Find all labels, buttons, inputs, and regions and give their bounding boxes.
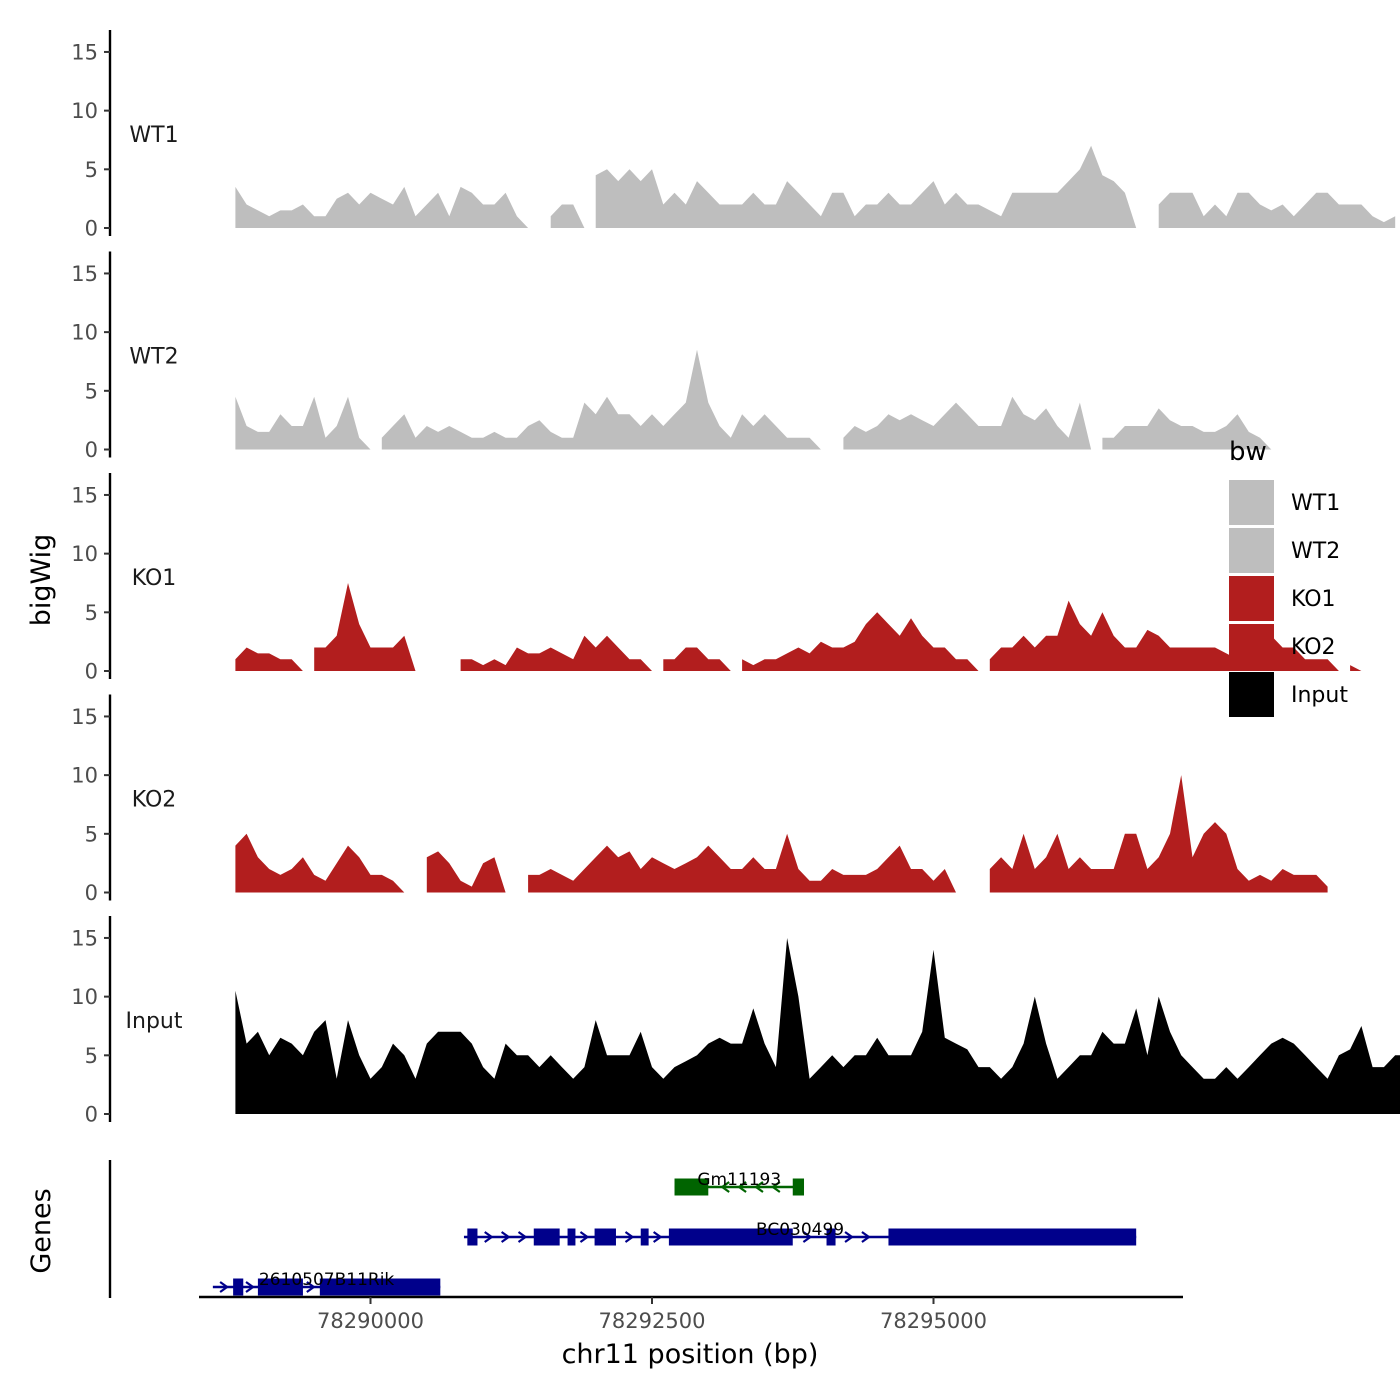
y-tick-label-ko1-5: 5 [85,601,98,625]
strand-arrow-bc030499-2 [517,1231,528,1243]
track-label-ko1: KO1 [132,566,177,591]
signal-area-input [235,938,1400,1114]
strand-arrow-bc030499-4 [624,1231,635,1243]
exon-gm11193-0 [674,1178,709,1196]
exon-2610507b11rik-2 [319,1278,441,1296]
strand-arrow-bc030499-5 [652,1231,663,1243]
strand-arrow-2610507b11rik-0 [219,1281,230,1293]
strand-arrow-bc030499-1 [500,1231,511,1243]
y-tick-label-input-10: 10 [71,985,98,1009]
track-label-wt1: WT1 [129,123,178,148]
exon-gm11193-1 [792,1178,805,1196]
signal-area-wt1 [235,145,1396,228]
x-tick-label-78295000: 78295000 [880,1309,987,1333]
exon-bc030499-0 [467,1228,478,1246]
legend-label-ko2: KO2 [1291,635,1336,660]
strand-arrow-bc030499-7 [844,1231,854,1243]
strand-arrow-gm11193-2 [754,1181,764,1193]
y-axis-title: bigWig [26,534,57,627]
signal-area-ko1 [235,583,1362,671]
y-tick-label-ko2-10: 10 [71,764,98,788]
track-wt1: 0 5 10 15 WT1 [71,30,1396,241]
y-tick-label-wt1-0: 0 [85,217,98,241]
legend-label-wt2: WT2 [1291,539,1340,564]
x-tick-label-78292500: 78292500 [599,1309,706,1333]
y-tick-label-wt2-15: 15 [71,262,98,286]
exon-bc030499-7 [888,1228,1137,1246]
gene-2610507b11rik: 2610507B11Rik [212,1270,441,1296]
y-tick-label-ko1-10: 10 [71,542,98,566]
y-tick-label-wt2-5: 5 [85,379,98,403]
gene-gm11193: Gm11193 [674,1170,805,1196]
legend-label-ko1: KO1 [1291,587,1336,612]
strand-arrow-bc030499-0 [484,1231,494,1243]
y-tick-label-ko1-0: 0 [85,660,98,684]
track-label-ko2: KO2 [132,788,177,813]
gene-label-bc030499: BC030499 [756,1220,844,1240]
y-tick-label-wt1-5: 5 [85,158,98,182]
track-ko1: 0 5 10 15 KO1 [71,473,1362,684]
legend-swatch-input [1229,672,1274,717]
signal-area-wt2 [235,349,1272,450]
x-axis: 78290000 78292500 78295000 [199,1295,1183,1333]
track-wt2: 0 5 10 15 WT2 [71,251,1272,462]
exon-bc030499-3 [594,1228,616,1246]
strand-arrow-bc030499-8 [861,1231,871,1243]
legend-label-wt1: WT1 [1291,491,1340,516]
strand-arrow-2610507b11rik-2 [306,1281,316,1293]
track-label-input: Input [126,1009,183,1034]
legend-swatch-wt2 [1229,528,1274,573]
genes-axis-title: Genes [26,1188,57,1273]
x-axis-title: chr11 position (bp) [562,1339,819,1370]
legend-swatch-wt1 [1229,480,1274,525]
gene-label-gm11193: Gm11193 [697,1170,781,1190]
exon-bc030499-5 [668,1228,793,1246]
exon-2610507b11rik-0 [233,1278,244,1296]
y-tick-label-wt1-15: 15 [71,40,98,64]
track-ko2: 0 5 10 15 KO2 [71,694,1328,905]
exon-bc030499-4 [640,1228,649,1246]
track-input: 0 5 10 15 Input [71,916,1400,1127]
y-tick-label-ko1-15: 15 [71,483,98,507]
gene-label-2610507b11rik: 2610507B11Rik [259,1270,395,1290]
signal-tracks: 0 5 10 15 WT1 0 5 10 15 WT2 0 5 10 15 KO1 0 5 10 15 KO2 0 5 10… [71,30,1400,1127]
y-tick-label-ko2-5: 5 [85,822,98,846]
strand-arrow-gm11193-0 [720,1181,730,1193]
y-tick-label-wt2-10: 10 [71,321,98,345]
gene-bc030499: BC030499 [463,1220,1137,1246]
exon-bc030499-2 [567,1228,576,1246]
y-tick-label-ko2-0: 0 [85,881,98,905]
y-tick-label-input-0: 0 [85,1103,98,1127]
legend-swatch-ko2 [1229,624,1274,669]
exon-2610507b11rik-1 [257,1278,303,1296]
legend-label-input: Input [1291,683,1348,708]
strand-arrow-bc030499-3 [579,1231,590,1243]
y-tick-label-wt2-0: 0 [85,438,98,462]
exon-bc030499-6 [826,1228,836,1246]
exon-bc030499-1 [533,1228,560,1246]
strand-arrow-gm11193-1 [737,1181,747,1193]
strand-arrow-gm11193-3 [770,1181,781,1193]
track-label-wt2: WT2 [129,345,178,370]
legend: bw WT1 WT2 KO1 KO2 Input [1229,437,1348,717]
y-tick-label-wt1-10: 10 [71,99,98,123]
y-tick-label-input-15: 15 [71,926,98,950]
legend-swatch-ko1 [1229,576,1274,621]
gene-track: Gm11193 BC030499 2610507B11Rik [108,1160,1137,1298]
x-tick-label-78290000: 78290000 [317,1309,424,1333]
y-tick-label-input-5: 5 [85,1044,98,1068]
strand-arrow-2610507b11rik-1 [245,1281,255,1293]
legend-title: bw [1229,437,1267,467]
strand-arrow-bc030499-6 [802,1231,813,1243]
y-tick-label-ko2-15: 15 [71,705,98,729]
signal-area-ko2 [235,775,1328,893]
